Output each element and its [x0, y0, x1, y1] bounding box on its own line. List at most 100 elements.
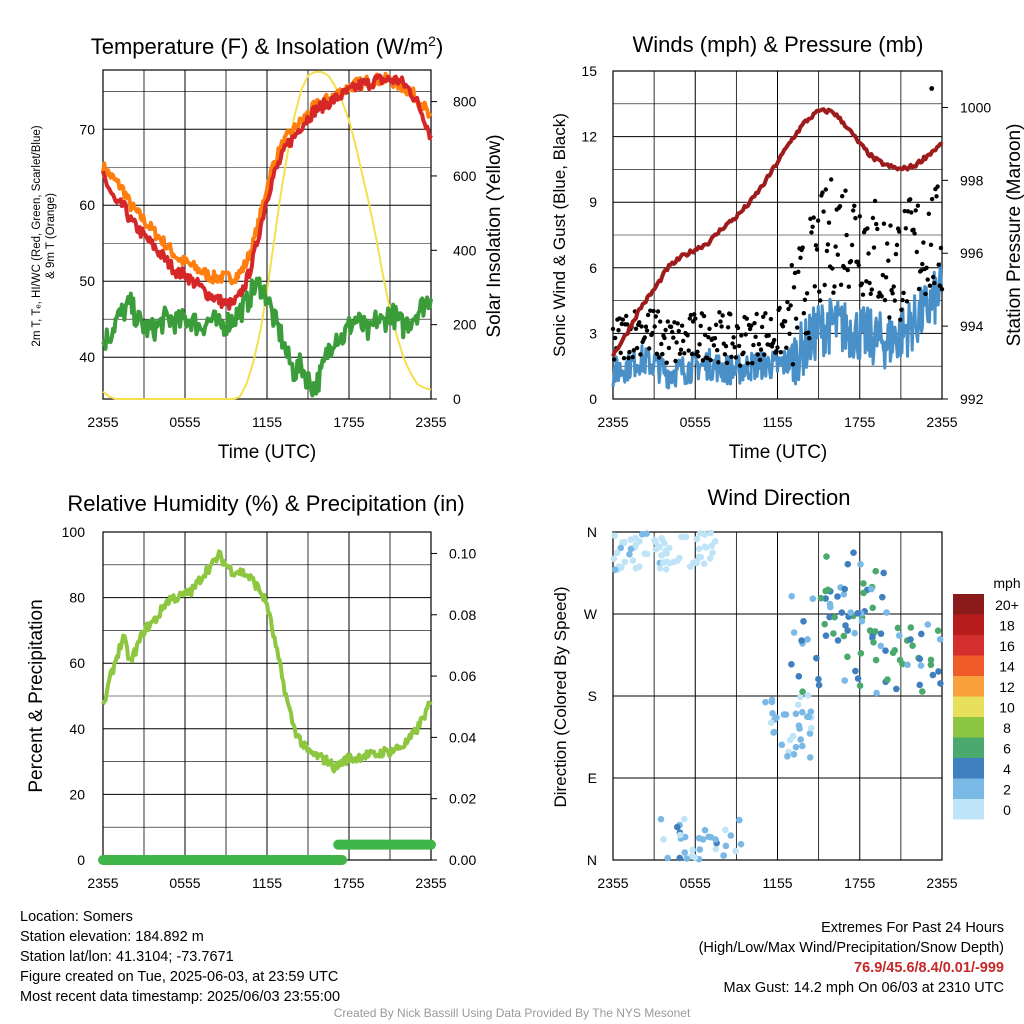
- y-tick-label: N: [587, 524, 597, 540]
- direction-point: [610, 555, 618, 563]
- gust-point: [912, 231, 917, 236]
- direction-point: [815, 681, 823, 689]
- legend-label: 4: [1003, 761, 1011, 777]
- direction-point: [840, 591, 848, 598]
- direction-point: [823, 553, 830, 560]
- gust-point: [823, 187, 828, 192]
- direction-point: [872, 567, 879, 575]
- gust-point: [879, 294, 884, 299]
- gust-point: [830, 266, 835, 271]
- figure-created: Figure created on Tue, 2025-06-03, at 23…: [20, 969, 339, 985]
- humidity-line: [101, 549, 433, 774]
- direction-point: [681, 815, 688, 823]
- legend-label: 2: [1003, 782, 1011, 798]
- gust-point: [630, 354, 635, 360]
- gust-point: [893, 251, 899, 257]
- direction-point: [690, 559, 697, 567]
- direction-point: [644, 550, 651, 558]
- station-location: Location: Somers: [20, 909, 133, 925]
- speed-legend: mph 20+ 18 16 14 12 10 8 6 4 2 0: [953, 575, 1021, 820]
- direction-point: [868, 585, 875, 593]
- gust-point: [738, 363, 743, 368]
- direction-point: [936, 636, 944, 643]
- direction-point: [909, 642, 916, 649]
- gust-point: [938, 245, 944, 251]
- pressure-line: [611, 107, 944, 357]
- gust-point: [791, 285, 797, 290]
- gust-point: [817, 289, 822, 294]
- direction-point: [676, 831, 684, 839]
- gust-point: [796, 269, 801, 274]
- y-tick-label: E: [588, 770, 597, 786]
- direction-point: [683, 855, 690, 862]
- direction-point: [656, 565, 664, 572]
- gust-point: [812, 284, 817, 289]
- gust-point: [626, 355, 631, 361]
- gust-point: [681, 338, 686, 344]
- y-right-tick-label: 400: [453, 242, 477, 258]
- direction-point: [620, 539, 628, 546]
- x-tick-label: 2355: [597, 875, 628, 891]
- direction-point: [727, 832, 735, 839]
- direction-point: [799, 708, 806, 716]
- x-tick-label: 0555: [680, 414, 711, 430]
- direction-point: [617, 544, 625, 552]
- plot-frame: [102, 69, 432, 400]
- insolation-ylabel: Solar Insolation (Yellow): [484, 134, 505, 337]
- gust-point: [751, 342, 756, 348]
- gust-point: [631, 348, 636, 353]
- direction-point: [794, 701, 802, 709]
- gust-point: [693, 316, 698, 321]
- x-tick-label: 1155: [762, 875, 792, 891]
- gust-point: [892, 298, 897, 303]
- direction-point: [792, 743, 800, 751]
- gust-point: [920, 261, 925, 267]
- gust-point: [792, 270, 798, 276]
- gust-point: [902, 208, 907, 214]
- gust-point: [800, 245, 805, 250]
- gust-point: [886, 258, 891, 263]
- direction-point: [662, 566, 670, 573]
- direction-point: [703, 544, 710, 551]
- direction-point: [701, 531, 709, 538]
- gust-point: [645, 312, 651, 318]
- direction-point: [821, 620, 828, 628]
- direction-point: [919, 688, 926, 695]
- gust-point: [780, 324, 786, 329]
- station-elevation: Station elevation: 184.892 m: [20, 929, 204, 945]
- direction-point: [822, 595, 829, 602]
- x-tick-label: 2355: [926, 414, 957, 430]
- gust-point: [835, 252, 840, 257]
- y-tick-label: W: [584, 606, 598, 622]
- direction-point: [916, 655, 924, 663]
- sonic-wind-line: [611, 262, 943, 390]
- direction-point: [722, 842, 730, 850]
- gust-point: [663, 327, 668, 333]
- gust-point: [624, 313, 629, 319]
- extremes-info: Extremes For Past 24 Hours (High/Low/Max…: [699, 918, 1004, 998]
- gust-point: [880, 272, 885, 278]
- direction-point: [693, 535, 701, 543]
- gust-point: [860, 292, 866, 297]
- direction-point: [767, 719, 775, 726]
- direction-point: [712, 845, 720, 853]
- direction-point: [632, 565, 640, 572]
- direction-point: [882, 647, 889, 654]
- direction-point: [870, 639, 877, 646]
- gust-point: [887, 315, 892, 320]
- gust-point: [744, 316, 749, 321]
- gust-point: [762, 352, 767, 357]
- direction-point: [782, 711, 790, 718]
- series-line-0: [101, 73, 433, 311]
- gust-point: [929, 196, 935, 202]
- direction-point: [916, 681, 923, 689]
- direction-point: [701, 826, 709, 834]
- gust-point: [619, 321, 624, 327]
- legend-label: 12: [999, 679, 1015, 695]
- gust-point: [807, 336, 812, 341]
- direction-point: [907, 624, 915, 631]
- gust-point: [848, 259, 854, 264]
- gust-point: [665, 319, 670, 324]
- x-tick-label: 0555: [169, 414, 200, 430]
- gust-point: [621, 356, 627, 361]
